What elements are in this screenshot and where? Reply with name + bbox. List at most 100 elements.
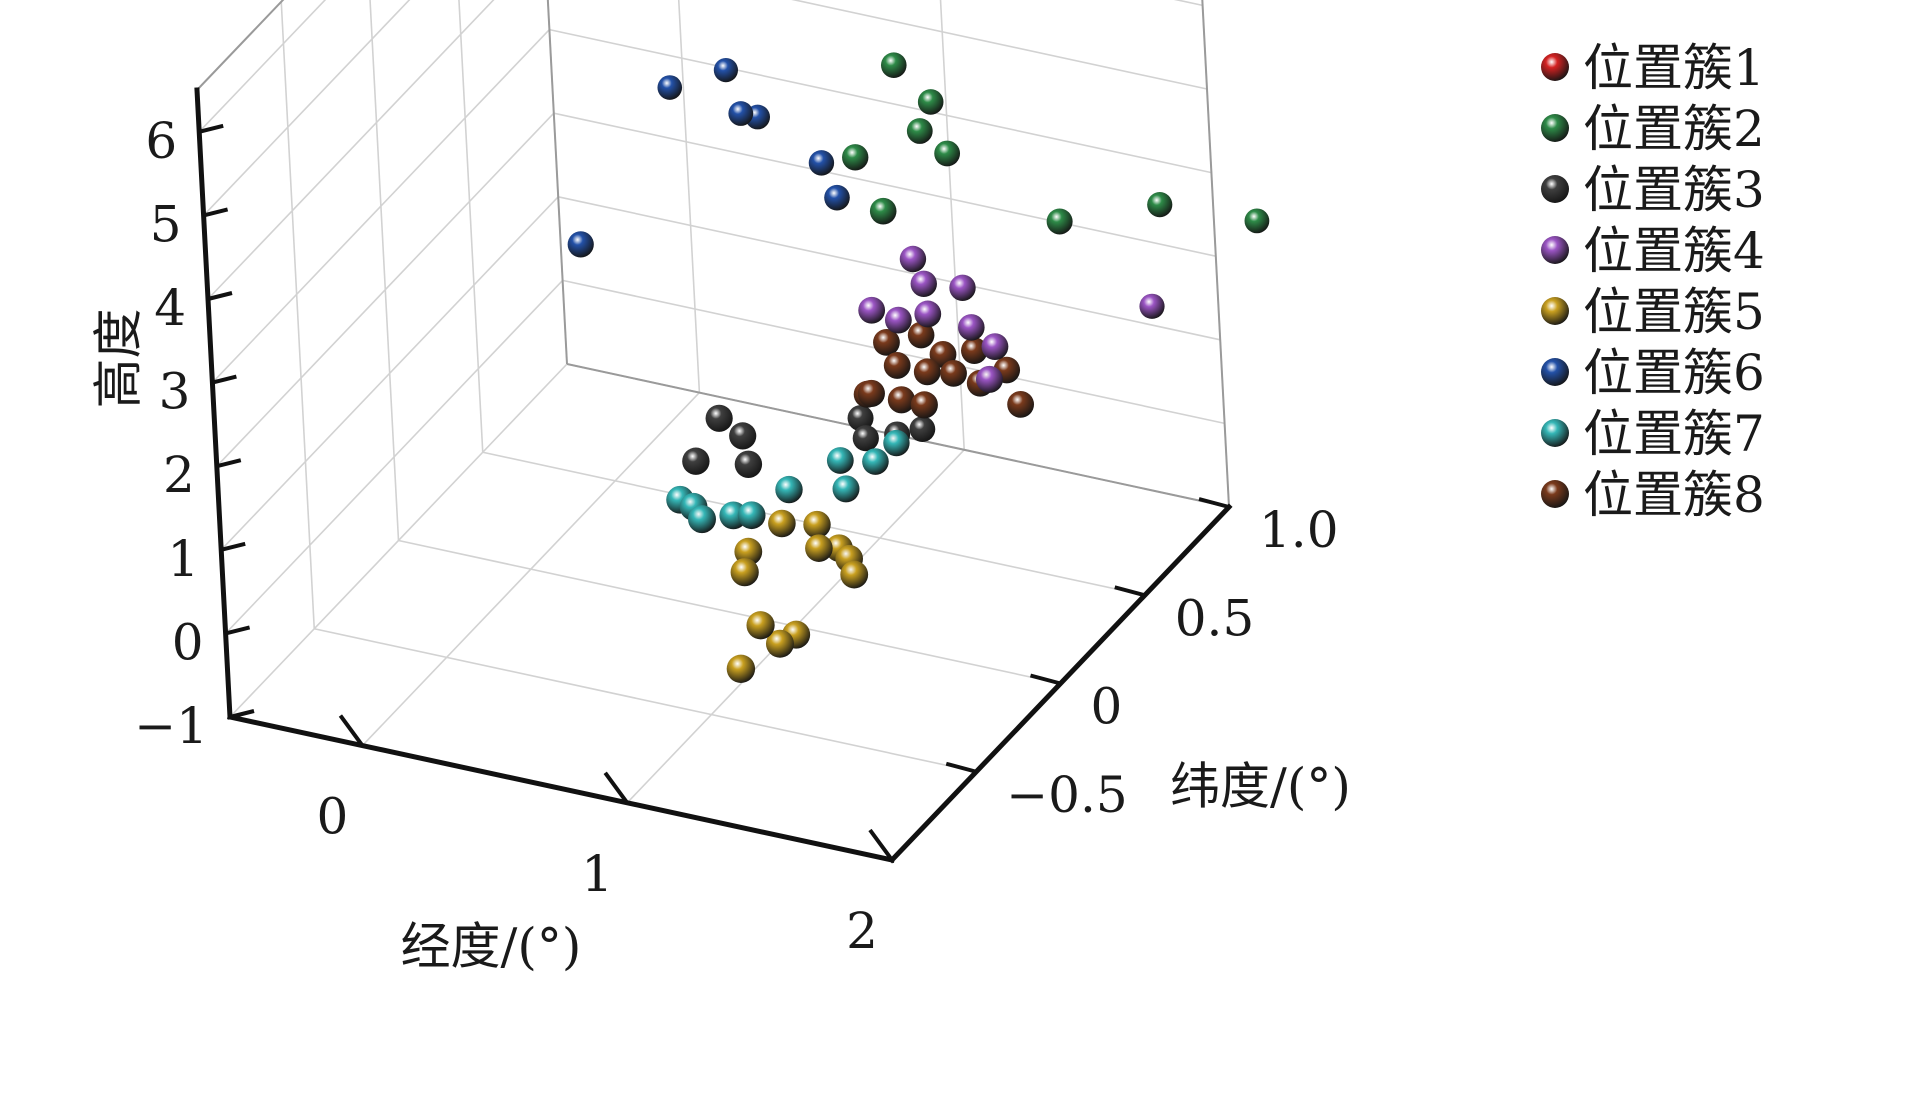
y-tick-label: −0.5: [1006, 766, 1127, 824]
point-cluster-8: [961, 337, 988, 364]
point-cluster-6: [824, 184, 850, 211]
point-cluster-7: [737, 501, 766, 530]
y-tick-label: 1.0: [1259, 501, 1339, 559]
point-cluster-8: [913, 358, 941, 386]
gridline-sidewall-z: [225, 279, 564, 634]
point-cluster-3: [682, 447, 710, 475]
gridline-backwall-x: [939, 0, 965, 450]
z-tick: [220, 541, 246, 552]
gridline-sidewall-y: [369, 0, 400, 541]
x-tick: [868, 828, 894, 862]
z-tick-label: 2: [163, 446, 195, 504]
gridline-backwall-z: [549, 28, 1212, 174]
frame-edge: [196, 0, 285, 91]
gridline-sidewall-z: [211, 29, 550, 384]
point-cluster-3: [847, 405, 874, 432]
gridline-sidewall-z: [198, 0, 327, 133]
point-cluster-4: [899, 245, 927, 273]
legend-marker: [1541, 114, 1569, 142]
point-cluster-7: [883, 429, 910, 457]
x-axis-title: 经度/(°): [401, 918, 582, 976]
gridline-sidewall-y: [280, 1, 316, 629]
points-layer: [567, 52, 1270, 684]
z-axis-line: [194, 87, 233, 720]
x-tick: [338, 714, 365, 747]
z-tick: [225, 625, 251, 636]
legend-label: 位置簇5: [1583, 283, 1765, 341]
z-tick: [203, 207, 229, 218]
point-cluster-4: [981, 333, 1009, 361]
point-cluster-7: [687, 505, 716, 534]
point-cluster-6: [567, 231, 594, 258]
point-cluster-2: [1244, 208, 1270, 234]
point-cluster-5: [765, 629, 794, 658]
gridline-backwall-z: [791, 0, 1208, 90]
point-cluster-3: [852, 425, 879, 452]
point-cluster-2: [917, 89, 944, 115]
legend-marker: [1541, 419, 1569, 447]
z-tick: [207, 291, 233, 301]
point-cluster-2: [906, 118, 933, 144]
point-cluster-6: [808, 150, 835, 176]
gridline-floor-y: [314, 627, 977, 773]
point-cluster-8: [857, 379, 885, 408]
gridline-floor-y: [398, 539, 1061, 685]
y-tick: [945, 761, 977, 774]
point-cluster-4: [914, 300, 942, 328]
frame-edge: [546, 0, 568, 365]
y-tick-label: 0: [1091, 678, 1123, 736]
gridline-backwall-z: [558, 196, 1221, 341]
z-tick-label: 1: [167, 530, 199, 588]
z-tick-label: 0: [172, 613, 204, 671]
point-cluster-5: [768, 509, 796, 538]
point-cluster-4: [910, 270, 937, 297]
point-cluster-4: [958, 314, 985, 341]
point-cluster-7: [862, 448, 889, 475]
z-tick: [198, 123, 224, 134]
x-tick-label: 2: [846, 902, 878, 960]
point-cluster-7: [826, 447, 854, 474]
point-cluster-4: [949, 274, 976, 301]
point-cluster-2: [869, 197, 897, 225]
z-tick: [216, 458, 242, 469]
point-cluster-5: [726, 654, 756, 684]
x-axis-line: [227, 714, 895, 863]
gridline-sidewall-z: [229, 363, 568, 718]
point-cluster-4: [1139, 293, 1165, 319]
point-cluster-3: [734, 450, 763, 479]
point-cluster-7: [775, 475, 803, 504]
gridline-sidewall-y: [458, 0, 484, 453]
z-tick-label: 6: [145, 112, 177, 170]
point-cluster-2: [1147, 192, 1173, 218]
gridline-sidewall-z: [216, 112, 555, 467]
z-tick: [229, 709, 255, 719]
y-tick: [1198, 497, 1230, 509]
point-cluster-5: [840, 560, 869, 589]
z-axis-title: 高度: [90, 309, 148, 409]
gridline-backwall-x: [677, 0, 701, 393]
y-axis-title: 纬度/(°): [1170, 758, 1351, 816]
y-tick: [1029, 673, 1062, 686]
gridline-sidewall-z: [203, 0, 411, 216]
z-tick-label: 5: [150, 195, 182, 253]
legend-label: 位置簇1: [1583, 39, 1765, 97]
point-cluster-8: [910, 391, 938, 419]
point-cluster-5: [730, 558, 759, 587]
point-cluster-6: [728, 101, 754, 126]
point-cluster-2: [1046, 208, 1073, 235]
gridline-sidewall-z: [220, 196, 559, 551]
point-cluster-5: [805, 534, 833, 562]
point-cluster-3: [729, 422, 757, 450]
point-cluster-8: [883, 352, 911, 379]
gridline-backwall-z: [1173, 0, 1203, 7]
point-cluster-5: [803, 510, 831, 539]
point-cluster-4: [975, 365, 1003, 393]
legend-marker: [1541, 297, 1569, 325]
z-tick-label: 4: [154, 279, 186, 337]
point-cluster-4: [884, 306, 912, 334]
legend-label: 位置簇4: [1583, 222, 1765, 280]
point-cluster-2: [880, 52, 907, 78]
